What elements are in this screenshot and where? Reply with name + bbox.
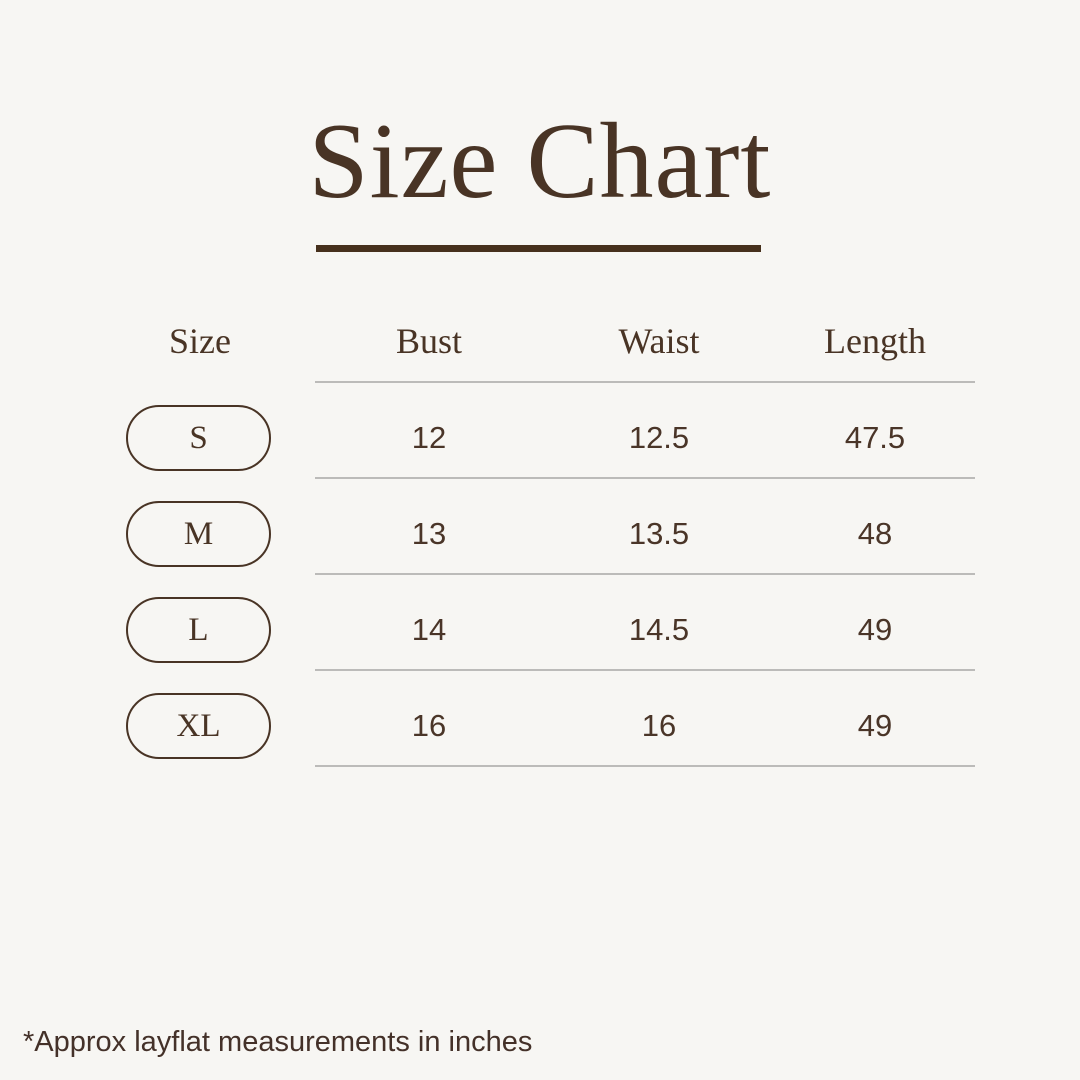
size-badge-m: M [126, 501, 271, 567]
column-header-waist: Waist [618, 320, 700, 361]
length-value: 47.5 [844, 420, 906, 455]
waist-value: 13.5 [628, 516, 690, 551]
length-value: 49 [857, 708, 893, 743]
row-divider [315, 765, 975, 767]
table-header-row: Size Bust Waist Length [125, 300, 975, 381]
size-badge-xl: XL [126, 693, 271, 759]
row-divider [315, 669, 975, 671]
size-badge-l: L [126, 597, 271, 663]
column-header-length: Length [824, 320, 926, 361]
table-row: L 14 14.5 49 [125, 575, 975, 669]
bust-value: 16 [411, 708, 447, 743]
bust-value: 14 [411, 612, 447, 647]
length-value: 48 [857, 516, 893, 551]
table-row: S 12 12.5 47.5 [125, 383, 975, 477]
table-row: M 13 13.5 48 [125, 479, 975, 573]
measurement-footnote: *Approx layflat measurements in inches [23, 1026, 533, 1058]
waist-value: 12.5 [628, 420, 690, 455]
size-badge-s: S [126, 405, 271, 471]
waist-value: 14.5 [628, 612, 690, 647]
column-header-bust: Bust [395, 320, 463, 361]
row-divider [315, 573, 975, 575]
bust-value: 13 [411, 516, 447, 551]
table-row: XL 16 16 49 [125, 671, 975, 765]
column-header-size: Size [169, 320, 231, 361]
bust-value: 12 [411, 420, 447, 455]
header-divider [315, 381, 975, 383]
waist-value: 16 [641, 708, 677, 743]
size-chart-table: Size Bust Waist Length S 12 12.5 47.5 M … [125, 300, 975, 767]
row-divider [315, 477, 975, 479]
title-underline [316, 245, 761, 252]
length-value: 49 [857, 612, 893, 647]
page-title: Size Chart [308, 102, 772, 221]
